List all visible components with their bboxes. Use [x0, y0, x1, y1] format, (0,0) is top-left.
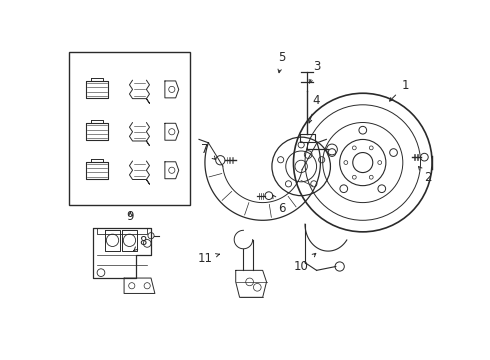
Text: 3: 3 — [309, 60, 320, 83]
Text: 4: 4 — [309, 94, 320, 123]
Text: 9: 9 — [126, 210, 134, 223]
Text: 2: 2 — [418, 167, 432, 184]
Text: 6: 6 — [272, 195, 286, 215]
Text: 8: 8 — [134, 235, 147, 251]
Text: 11: 11 — [197, 252, 220, 265]
Text: 5: 5 — [278, 50, 286, 73]
Bar — [69, 53, 190, 205]
Text: 7: 7 — [201, 143, 216, 159]
Text: 10: 10 — [294, 253, 316, 273]
Text: 1: 1 — [390, 79, 409, 101]
